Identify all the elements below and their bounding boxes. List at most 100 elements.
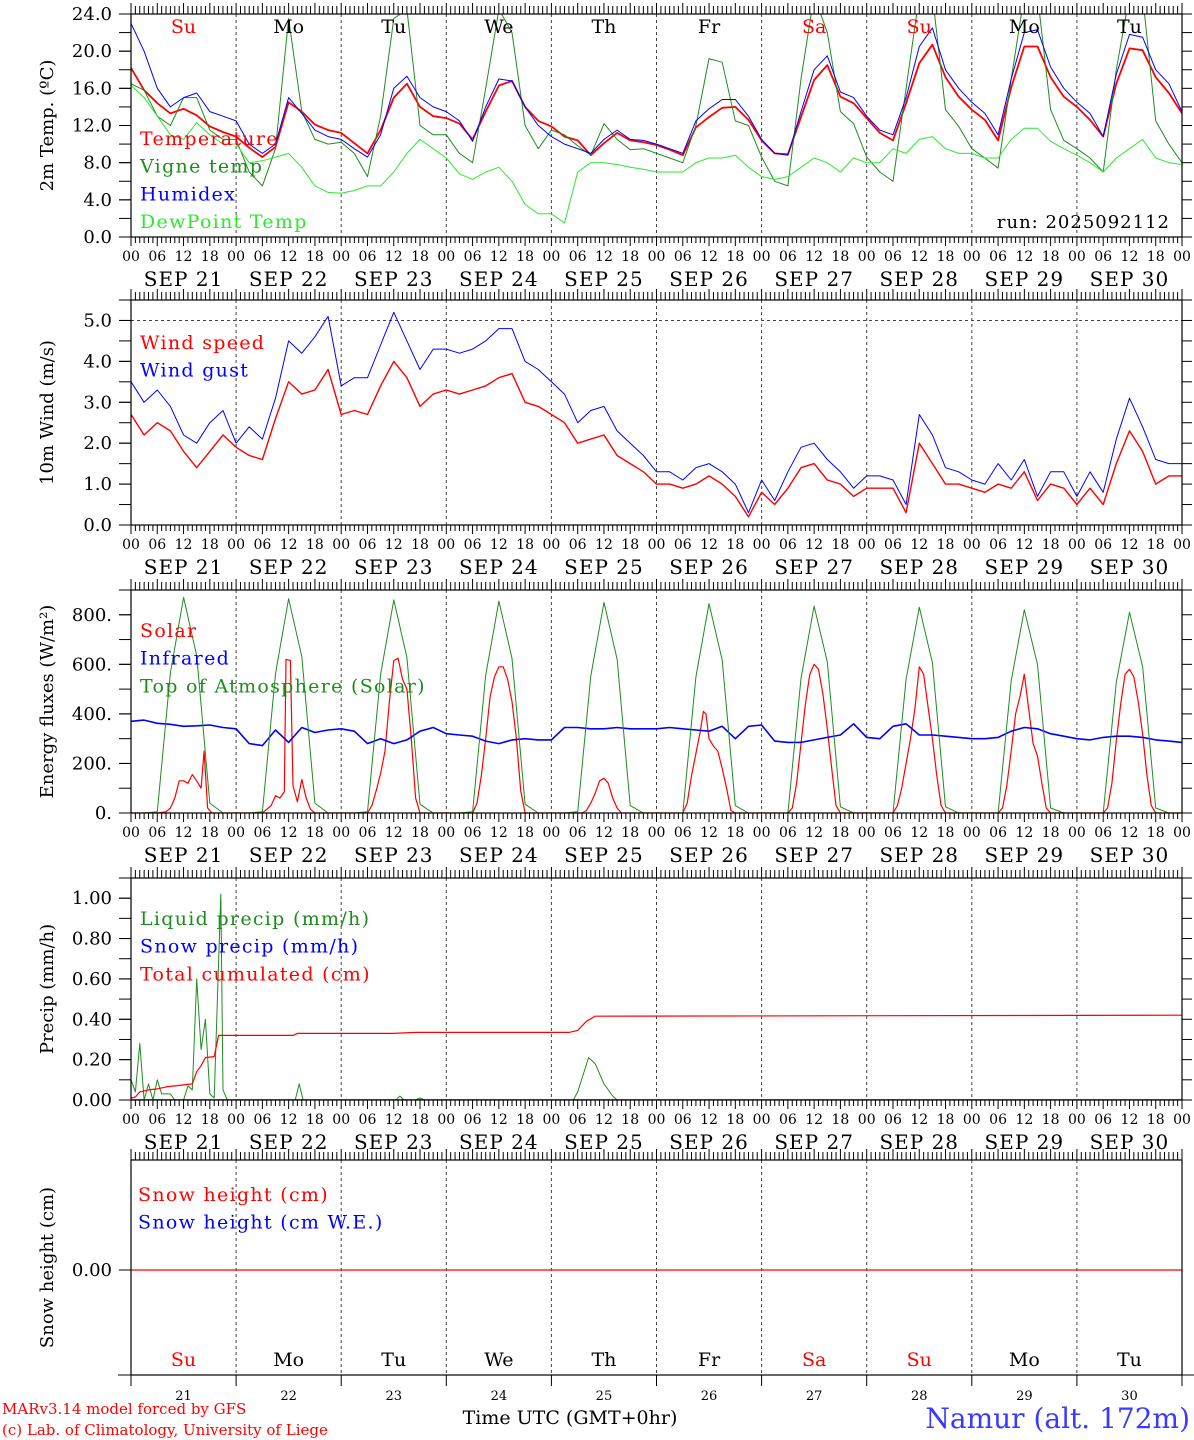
- y-axis-title: Energy fluxes (W/m²): [37, 605, 58, 799]
- date-label: SEP 27: [774, 843, 854, 867]
- y-tick-label: 4.0: [83, 351, 112, 372]
- hour-label: 06: [569, 825, 587, 841]
- hour-label: 12: [700, 825, 718, 841]
- hour-label: 12: [595, 249, 613, 265]
- weekday-label-top: Mo: [1009, 16, 1040, 38]
- legend-energy-toa: Top of Atmosphere (Solar): [140, 675, 426, 697]
- hour-label: 18: [201, 537, 219, 553]
- date-label: SEP 22: [249, 267, 329, 291]
- hour-label: 06: [359, 249, 377, 265]
- hour-label: 06: [464, 825, 482, 841]
- hour-label: 12: [280, 825, 298, 841]
- hour-label: 12: [1015, 537, 1033, 553]
- weekday-label-bottom: Th: [591, 1349, 616, 1371]
- weekday-label-top: Sa: [802, 16, 826, 38]
- temperature-humidex-line: [131, 23, 1182, 158]
- hour-label: 18: [306, 825, 324, 841]
- legend-temperature-dewpoint: DewPoint Temp: [140, 211, 308, 233]
- weekday-label-bottom: Su: [171, 1349, 196, 1371]
- hour-label: 12: [385, 825, 403, 841]
- hour-label: 12: [595, 537, 613, 553]
- hour-label: 06: [569, 537, 587, 553]
- date-label: SEP 25: [564, 555, 644, 579]
- weekday-label-top: Tu: [381, 16, 406, 38]
- wind-gust-line: [131, 311, 1182, 514]
- hour-label: 06: [464, 1112, 482, 1128]
- y-tick-label: 0.20: [72, 1050, 112, 1071]
- hour-label: 00: [963, 537, 981, 553]
- hour-label: 00: [1068, 1112, 1086, 1128]
- hour-label: 12: [805, 249, 823, 265]
- y-tick-label: 0.80: [72, 929, 112, 950]
- model-credit: MARv3.14 model forced by GFS: [2, 1400, 246, 1418]
- energy-infrared-line: [131, 719, 1182, 747]
- hour-label: 18: [832, 537, 850, 553]
- hour-label: 18: [306, 537, 324, 553]
- hour-label: 18: [621, 537, 639, 553]
- hour-label: 18: [306, 249, 324, 265]
- legend-temperature-vigne: Vigne temp: [139, 156, 263, 178]
- hour-label: 06: [674, 825, 692, 841]
- hour-label: 00: [227, 825, 245, 841]
- hour-label: 00: [858, 1112, 876, 1128]
- hour-label: 00: [227, 1112, 245, 1128]
- hour-label: 06: [779, 1112, 797, 1128]
- date-label: SEP 28: [879, 843, 959, 867]
- hour-label: 18: [1042, 1112, 1060, 1128]
- hour-label: 00: [858, 537, 876, 553]
- y-tick-label: 1.0: [83, 474, 112, 495]
- hour-label: 06: [464, 249, 482, 265]
- hour-label: 12: [385, 537, 403, 553]
- date-label: SEP 24: [459, 267, 539, 291]
- plot-frame: [130, 13, 1183, 238]
- hour-label: 00: [753, 825, 771, 841]
- hour-label: 00: [332, 1112, 350, 1128]
- precip-cumulated-line: [131, 1014, 1182, 1099]
- weekday-label-bottom: Mo: [1009, 1349, 1040, 1371]
- day-number-label: 26: [701, 1389, 718, 1404]
- series-group: [131, 311, 1182, 518]
- temperature-dewpoint-line: [131, 85, 1182, 224]
- hour-label: 06: [569, 1112, 587, 1128]
- hour-label: 18: [1042, 825, 1060, 841]
- y-tick-label: 600.: [72, 654, 112, 675]
- weekday-label-top: Fr: [698, 16, 721, 38]
- hour-label: 06: [1094, 1112, 1112, 1128]
- hour-label: 12: [910, 825, 928, 841]
- hour-label: 00: [542, 537, 560, 553]
- hour-label: 18: [411, 825, 429, 841]
- hour-label: 18: [726, 1112, 744, 1128]
- hour-label: 06: [359, 537, 377, 553]
- y-axis-title: 10m Wind (m/s): [37, 340, 58, 485]
- hour-label: 18: [1147, 249, 1165, 265]
- hour-label: 06: [569, 249, 587, 265]
- hour-label: 00: [227, 537, 245, 553]
- hour-label: 18: [411, 249, 429, 265]
- hour-label: 12: [175, 1112, 193, 1128]
- date-label: SEP 25: [564, 267, 644, 291]
- hour-label: 00: [437, 249, 455, 265]
- hour-label: 06: [779, 825, 797, 841]
- y-tick-label: 0.00: [72, 1090, 112, 1111]
- day-number-label: 22: [280, 1389, 297, 1404]
- hour-label: 18: [832, 825, 850, 841]
- hour-label: 00: [122, 825, 140, 841]
- hour-label: 12: [1015, 1112, 1033, 1128]
- hour-label: 12: [385, 249, 403, 265]
- hour-label: 18: [516, 249, 534, 265]
- date-label: SEP 24: [459, 555, 539, 579]
- hour-label: 12: [490, 537, 508, 553]
- hour-label: 12: [595, 825, 613, 841]
- hour-label: 12: [175, 825, 193, 841]
- y-tick-label: 0.00: [72, 1260, 112, 1281]
- hour-label: 00: [963, 249, 981, 265]
- legend-precip-liquid: Liquid precip (mm/h): [140, 908, 370, 930]
- legend-temperature-temperature: Temperature: [140, 128, 279, 150]
- weekday-label-top: We: [484, 16, 513, 38]
- date-label: SEP 25: [564, 843, 644, 867]
- hour-label: 18: [937, 825, 955, 841]
- date-label: SEP 21: [144, 843, 224, 867]
- hour-label: 12: [490, 1112, 508, 1128]
- hour-label: 18: [726, 825, 744, 841]
- hour-label: 06: [253, 1112, 271, 1128]
